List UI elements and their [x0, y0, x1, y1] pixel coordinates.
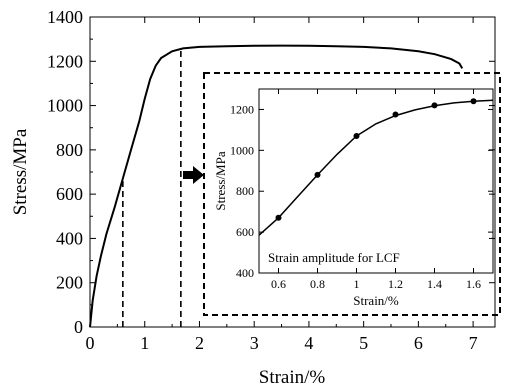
- main-y-tick-label: 1000: [47, 96, 83, 116]
- main-y-axis-title: Stress/MPa: [10, 128, 31, 215]
- main-x-tick-label: 3: [250, 333, 259, 353]
- main-x-tick-label: 2: [195, 333, 204, 353]
- inset-data-point: [315, 172, 321, 178]
- inset-x-tick-label: 1.6: [466, 277, 481, 291]
- inset-fit-curve: [259, 100, 493, 235]
- main-y-tick-label: 0: [74, 317, 83, 337]
- inset-series: [259, 98, 493, 235]
- inset-x-tick-label: 1: [354, 277, 360, 291]
- main-x-tick-label: 5: [359, 333, 368, 353]
- inset-y-tick-label: 600: [236, 225, 254, 239]
- main-x-tick-label: 4: [304, 333, 313, 353]
- inset-y-axis-title: Stress/MPa: [213, 151, 228, 210]
- main-y-tick-label: 800: [56, 140, 83, 160]
- inset-x-tick-label: 1.2: [388, 277, 403, 291]
- inset-y-tick-label: 400: [236, 266, 254, 280]
- inset-x-axis-title: Strain/%: [353, 293, 399, 308]
- main-y-tick-label: 600: [56, 184, 83, 204]
- inset-x-tick-label: 0.6: [271, 277, 286, 291]
- main-y-tick-label: 200: [56, 273, 83, 293]
- main-y-tick-label: 1200: [47, 51, 83, 71]
- inset-data-point: [471, 98, 477, 104]
- inset-y-tick-label: 1000: [230, 143, 254, 157]
- inset-plot-frame: [259, 89, 493, 273]
- inset-data-point: [432, 102, 438, 108]
- inset-y-tick-label: 800: [236, 184, 254, 198]
- main-x-tick-label: 0: [86, 333, 95, 353]
- inset-y-tick-label: 1200: [230, 102, 254, 116]
- main-y-tick-label: 1400: [47, 7, 83, 27]
- main-x-tick-label: 1: [140, 333, 149, 353]
- inset-x-tick-label: 0.8: [310, 277, 325, 291]
- inset-annotation: Strain amplitude for LCF: [268, 250, 400, 265]
- inset-data-point: [393, 112, 399, 118]
- main-x-tick-label: 7: [469, 333, 478, 353]
- main-y-tick-label: 400: [56, 228, 83, 248]
- inset-x-tick-label: 1.4: [427, 277, 442, 291]
- inset-data-point: [354, 133, 360, 139]
- main-x-tick-label: 6: [414, 333, 423, 353]
- arrow-right-icon: [183, 166, 204, 184]
- inset-data-point: [276, 215, 282, 221]
- main-x-axis-title: Strain/%: [259, 367, 326, 388]
